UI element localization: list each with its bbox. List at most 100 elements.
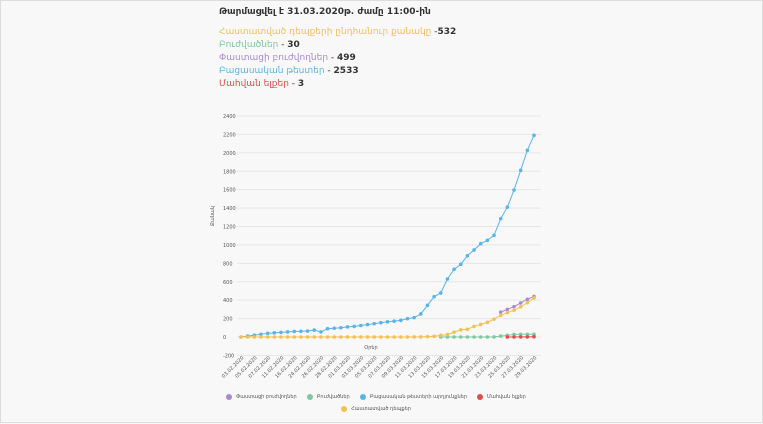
- data-point: [312, 335, 316, 339]
- data-point: [392, 319, 396, 323]
- series-line: [241, 135, 534, 337]
- data-point: [366, 323, 370, 327]
- data-point: [506, 308, 510, 312]
- legend-dot-icon: [341, 406, 347, 412]
- data-point: [332, 335, 336, 339]
- data-point: [466, 327, 470, 331]
- data-point: [506, 311, 510, 315]
- data-point: [439, 334, 443, 338]
- data-point: [486, 320, 490, 324]
- data-point: [372, 335, 376, 339]
- data-point: [379, 335, 383, 339]
- data-point: [532, 134, 536, 138]
- data-point: [512, 305, 516, 309]
- data-point: [346, 335, 350, 339]
- legend-label: Հաստատված դեպքեր: [351, 406, 411, 412]
- data-point: [512, 188, 516, 192]
- y-tick-label: 1000: [223, 243, 236, 249]
- y-tick-label: 400: [223, 298, 233, 304]
- y-tick-label: 0: [223, 335, 226, 341]
- y-tick-label: 1200: [223, 225, 236, 231]
- legend-dot-icon: [307, 394, 313, 400]
- data-point: [272, 331, 276, 335]
- data-point: [486, 239, 490, 243]
- data-point: [286, 330, 290, 334]
- data-point: [352, 325, 356, 329]
- legend-item[interactable]: Բուժվածներ: [307, 394, 350, 400]
- data-point: [279, 335, 283, 339]
- data-point: [246, 335, 250, 339]
- data-point: [492, 335, 496, 339]
- data-point: [339, 335, 343, 339]
- data-point: [479, 335, 483, 339]
- data-point: [346, 325, 350, 329]
- data-point: [392, 335, 396, 339]
- data-point: [412, 316, 416, 320]
- data-point: [526, 149, 530, 153]
- legend-item[interactable]: Հաստատված դեպքեր: [341, 406, 411, 412]
- y-tick-label: -200: [223, 353, 234, 359]
- data-point: [332, 326, 336, 330]
- data-point: [506, 335, 510, 339]
- data-point: [339, 326, 343, 330]
- data-point: [499, 314, 503, 318]
- legend-dot-icon: [226, 394, 232, 400]
- data-point: [306, 329, 310, 333]
- y-axis-label: Քանակ: [210, 206, 216, 226]
- legend-item[interactable]: Փաստացի բուժվողներ: [226, 394, 297, 400]
- data-point: [492, 234, 496, 238]
- data-point: [299, 329, 303, 333]
- data-point: [366, 335, 370, 339]
- legend-label: Բուժվածներ: [317, 394, 350, 400]
- data-point: [526, 297, 530, 301]
- series-3: [506, 335, 536, 339]
- data-point: [259, 335, 263, 339]
- data-point: [379, 321, 383, 325]
- data-point: [386, 320, 390, 324]
- data-point: [459, 328, 463, 332]
- data-point: [326, 335, 330, 339]
- data-point: [399, 335, 403, 339]
- y-tick-label: 2200: [223, 132, 236, 138]
- data-point: [446, 333, 450, 337]
- legend-item[interactable]: Բացասական թեստերի արդյունքներ: [360, 394, 467, 400]
- data-point: [406, 317, 410, 321]
- data-point: [512, 335, 516, 339]
- data-point: [526, 301, 530, 305]
- data-point: [432, 334, 436, 338]
- x-axis-label: Օրեր: [364, 345, 377, 351]
- data-point: [419, 335, 423, 339]
- data-point: [466, 335, 470, 339]
- data-point: [352, 335, 356, 339]
- data-point: [452, 330, 456, 334]
- data-point: [279, 331, 283, 335]
- data-point: [292, 335, 296, 339]
- legend-dot-icon: [477, 394, 483, 400]
- data-point: [253, 335, 257, 339]
- data-point: [439, 291, 443, 295]
- data-point: [412, 335, 416, 339]
- data-point: [426, 335, 430, 339]
- data-point: [299, 335, 303, 339]
- data-point: [266, 332, 270, 336]
- data-point: [446, 277, 450, 281]
- series-line: [241, 298, 534, 337]
- legend-label: Բացասական թեստերի արդյունքներ: [370, 394, 467, 400]
- data-point: [419, 312, 423, 316]
- data-point: [432, 295, 436, 299]
- data-point: [532, 296, 536, 300]
- data-point: [472, 325, 476, 329]
- data-point: [312, 328, 316, 332]
- data-point: [459, 263, 463, 267]
- data-point: [372, 322, 376, 326]
- data-point: [532, 335, 536, 339]
- data-point: [239, 335, 243, 339]
- data-point: [306, 335, 310, 339]
- series-0: [499, 295, 536, 314]
- data-point: [272, 335, 276, 339]
- data-point: [479, 323, 483, 327]
- data-point: [286, 335, 290, 339]
- legend-item[interactable]: Մահվան ելքեր: [477, 394, 526, 400]
- legend-label: Մահվան ելքեր: [487, 394, 526, 400]
- data-point: [472, 335, 476, 339]
